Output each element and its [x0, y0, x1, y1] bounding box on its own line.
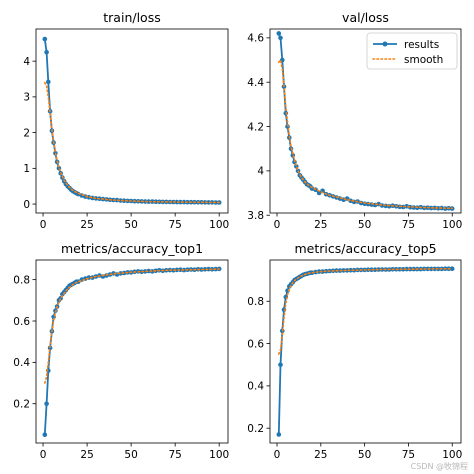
- data-point: [146, 199, 151, 204]
- x-tick-label: 75: [402, 219, 415, 231]
- data-point: [44, 401, 49, 407]
- series-smooth-line: [43, 268, 220, 384]
- chart-panel: val/loss 0 25 50 75 100 3.8 4 4.2 4.4 4.6 results sm…: [247, 10, 462, 231]
- data-point: [276, 432, 282, 437]
- data-point: [400, 267, 406, 272]
- y-tick-label: 0.8: [13, 274, 30, 286]
- data-point: [118, 198, 123, 203]
- y-tick-label: 1: [23, 163, 30, 175]
- data-point: [449, 266, 455, 272]
- legend-label: results: [404, 39, 439, 51]
- x-tick-label: 50: [124, 449, 137, 461]
- data-point: [174, 267, 180, 273]
- y-tick-label: 0: [23, 199, 30, 211]
- legend: results smooth: [366, 32, 458, 70]
- data-point: [209, 200, 215, 205]
- y-tick-label: 3.8: [247, 210, 264, 222]
- y-tick-label: 0.6: [247, 338, 264, 350]
- series-smooth-line: [277, 58, 454, 210]
- y-tick-label: 4: [257, 166, 264, 178]
- data-point: [150, 269, 155, 274]
- y-tick-label: 4.6: [247, 33, 264, 45]
- series-smooth-line: [277, 267, 454, 355]
- axes-frame: [269, 28, 462, 214]
- data-point: [206, 200, 211, 205]
- data-point: [435, 206, 441, 211]
- data-point: [428, 266, 434, 272]
- data-point: [46, 79, 51, 85]
- data-point: [118, 271, 123, 276]
- data-point: [344, 268, 350, 273]
- data-point: [278, 362, 283, 368]
- chart-title: metrics/accuracy_top1: [61, 241, 203, 256]
- x-tick-label: 0: [40, 219, 47, 231]
- data-point: [142, 269, 148, 274]
- axes-frame: [35, 28, 229, 214]
- data-point: [316, 190, 322, 196]
- y-tick-label: 0.6: [13, 316, 30, 328]
- data-point: [206, 266, 211, 272]
- data-point: [121, 198, 127, 203]
- x-tick-label: 0: [274, 219, 281, 231]
- watermark: CSDN @牧锦程: [410, 462, 468, 471]
- axes-frame: [269, 259, 462, 444]
- data-point: [42, 36, 48, 42]
- data-point: [44, 49, 49, 55]
- x-tick-label: 75: [402, 449, 415, 461]
- y-tick-label: 0.2: [247, 423, 264, 435]
- chart-title: metrics/accuracy_top5: [294, 241, 436, 256]
- data-point: [278, 35, 283, 41]
- x-tick-label: 50: [358, 449, 371, 461]
- x-tick-label: 100: [442, 449, 462, 461]
- data-point: [276, 31, 282, 36]
- legend-box: [366, 32, 458, 70]
- y-tick-label: 4.2: [247, 121, 264, 133]
- x-tick-label: 50: [124, 219, 137, 231]
- data-point: [181, 199, 187, 205]
- series-smooth-line: [43, 81, 220, 204]
- data-point: [432, 205, 438, 211]
- y-tick-label: 0.8: [247, 296, 264, 308]
- chart-panel: metrics/accuracy_top1 0 25 50 75 100 0.2 0.4 0.6…: [13, 241, 229, 461]
- x-tick-label: 25: [80, 449, 93, 461]
- x-tick-label: 50: [358, 219, 371, 231]
- chart-panel: metrics/accuracy_top5 0 25 50 75 100 0.2 0.4 0.6…: [247, 241, 462, 461]
- data-point: [178, 199, 183, 205]
- x-tick-label: 100: [209, 449, 229, 461]
- series-results-line: [43, 38, 220, 204]
- data-point: [42, 432, 48, 438]
- legend-results-marker: [382, 41, 388, 47]
- x-tick-label: 100: [209, 219, 229, 231]
- x-tick-label: 25: [80, 219, 93, 231]
- chart-title: train/loss: [103, 10, 160, 25]
- chart-panel: train/loss 0 25 50 75 100 0 1 2 3 4: [23, 10, 229, 231]
- x-tick-label: 100: [442, 219, 462, 231]
- x-tick-label: 25: [314, 219, 327, 231]
- data-point: [372, 267, 378, 273]
- data-point: [432, 266, 438, 272]
- x-tick-label: 0: [40, 449, 47, 461]
- series-results-line: [277, 267, 453, 435]
- y-tick-label: 0.4: [13, 357, 30, 369]
- x-tick-label: 25: [314, 449, 327, 461]
- legend-label: smooth: [404, 54, 443, 66]
- series-results-line: [43, 268, 220, 435]
- chart-title: val/loss: [342, 10, 389, 25]
- data-point: [404, 266, 410, 272]
- x-tick-label: 75: [168, 219, 181, 231]
- y-tick-label: 0.4: [247, 381, 264, 393]
- data-point: [202, 267, 208, 272]
- axes-frame: [35, 259, 229, 444]
- x-tick-label: 0: [274, 449, 281, 461]
- y-tick-label: 4: [23, 56, 30, 68]
- x-tick-label: 75: [168, 449, 181, 461]
- data-point: [146, 268, 151, 274]
- data-point: [150, 199, 155, 204]
- y-tick-label: 3: [23, 92, 30, 104]
- data-point: [178, 267, 183, 273]
- y-tick-label: 4.4: [247, 77, 264, 89]
- y-tick-label: 2: [23, 127, 30, 139]
- y-tick-label: 0.2: [13, 399, 30, 411]
